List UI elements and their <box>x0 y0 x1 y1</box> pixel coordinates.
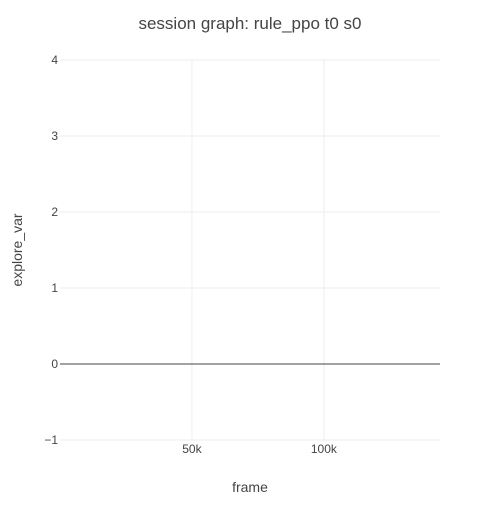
x-axis-label: frame <box>232 479 268 495</box>
y-tick-label: 1 <box>51 281 58 295</box>
y-tick-labels: −1 0 1 2 3 4 <box>44 53 58 447</box>
y-tick-label: 3 <box>51 129 58 143</box>
y-axis-label: explore_var <box>9 213 25 286</box>
y-tick-label: −1 <box>44 433 58 447</box>
y-tick-label: 4 <box>51 53 58 67</box>
x-tick-labels: 50k 100k <box>182 442 338 456</box>
grid-layer <box>60 59 440 441</box>
x-tick-label: 100k <box>311 442 338 456</box>
chart-title: session graph: rule_ppo t0 s0 <box>138 14 361 33</box>
x-tick-label: 50k <box>182 442 202 456</box>
y-tick-label: 2 <box>51 205 58 219</box>
y-tick-label: 0 <box>51 357 58 371</box>
